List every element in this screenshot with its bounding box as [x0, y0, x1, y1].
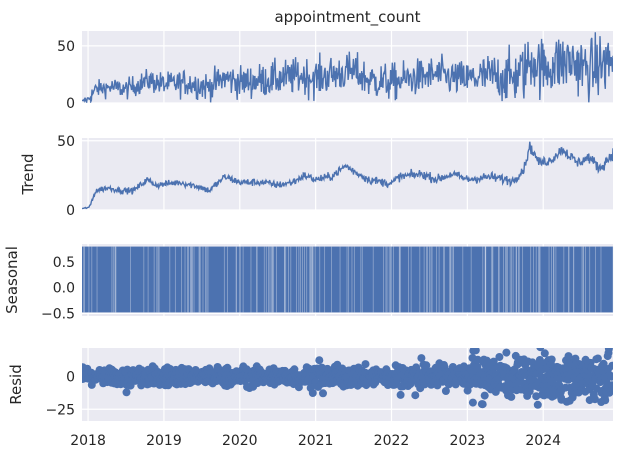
x-tick-label: 2021: [298, 433, 334, 449]
resid-point: [471, 348, 480, 355]
x-tick-label: 2022: [374, 433, 410, 449]
resid-point: [417, 354, 426, 363]
resid-point: [547, 355, 556, 364]
y-axis-label-trend: Trend: [19, 153, 37, 195]
panel-background: [82, 138, 613, 210]
y-tick-label: 0.5: [53, 255, 75, 271]
resid-point: [564, 375, 573, 384]
resid-point: [441, 387, 450, 395]
resid-point: [608, 361, 613, 370]
resid-point: [502, 348, 511, 357]
resid-point: [396, 390, 405, 399]
x-tick-label: 2024: [525, 433, 561, 449]
y-axis-label-seasonal: Seasonal: [3, 246, 21, 314]
y-tick-label: −25: [45, 402, 75, 418]
resid-point: [599, 359, 608, 368]
resid-point: [607, 372, 613, 381]
panel-resid: −25 0 Resid: [7, 338, 615, 421]
series-band-seasonal: [82, 246, 613, 313]
x-tick-label: 2020: [222, 433, 258, 449]
resid-point: [535, 356, 544, 364]
x-tick-label: 2019: [146, 433, 182, 449]
x-tick-label: 2018: [70, 433, 106, 449]
resid-point: [519, 339, 527, 347]
chart-title: appointment_count: [274, 8, 420, 27]
y-tick-label: 50: [57, 134, 75, 150]
resid-point: [591, 395, 599, 404]
resid-point: [495, 353, 504, 361]
y-tick-label: 0.0: [53, 281, 75, 297]
resid-point: [607, 338, 615, 346]
panel-seasonal: −0.5 0.0 0.5 Seasonal: [3, 244, 614, 322]
resid-point: [533, 400, 542, 409]
panel-observed: 0 50: [57, 31, 613, 112]
resid-point: [604, 348, 613, 353]
series-line-trend: [82, 141, 613, 210]
resid-point: [608, 384, 613, 393]
resid-point: [507, 392, 516, 401]
resid-point: [308, 389, 317, 397]
resid-point: [601, 396, 610, 405]
seasonal-oscillation: [83, 246, 614, 313]
y-tick-label: −0.5: [41, 306, 75, 322]
y-tick-label: 50: [57, 39, 75, 55]
y-tick-label: 0: [66, 203, 75, 219]
resid-point: [184, 365, 193, 374]
resid-point: [315, 356, 324, 365]
resid-point: [478, 400, 487, 409]
resid-point: [532, 392, 541, 401]
panel-trend: 0 50 Trend: [19, 134, 613, 219]
resid-point: [361, 360, 370, 369]
resid-point: [411, 391, 420, 400]
resid-points: [82, 338, 615, 409]
resid-point: [564, 352, 573, 361]
resid-point: [480, 391, 489, 400]
y-tick-label: 0: [66, 96, 75, 112]
x-tick-label: 2023: [450, 433, 486, 449]
y-tick-label: 0: [66, 370, 75, 386]
resid-point: [540, 349, 549, 358]
resid-point: [468, 398, 477, 407]
resid-point: [422, 361, 431, 370]
series-line-observed: [82, 32, 613, 103]
resid-point: [319, 389, 327, 398]
resid-point: [122, 388, 131, 397]
y-axis-label-resid: Resid: [7, 364, 25, 404]
resid-point: [593, 354, 602, 363]
